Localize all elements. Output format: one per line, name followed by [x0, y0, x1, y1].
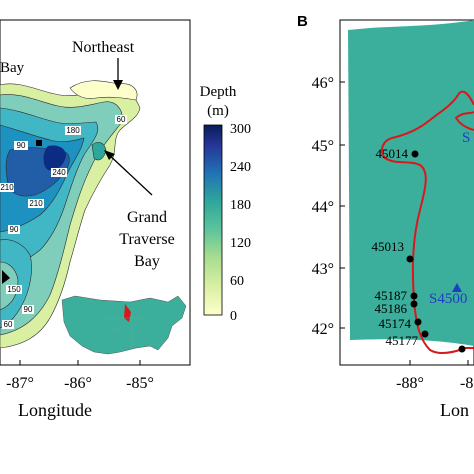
- station-dot: [414, 318, 422, 326]
- station-label: 45014: [376, 146, 409, 161]
- station-label: 45174: [379, 316, 412, 331]
- x-tick-label: -87°: [6, 375, 34, 392]
- panel-b-letter: B: [297, 13, 308, 30]
- contour-label: 150: [7, 285, 21, 294]
- northeast-arrowhead: [113, 80, 123, 90]
- contour-label: 180: [66, 126, 80, 135]
- station-label: 45186: [375, 301, 408, 316]
- lake-michigan-bathymetry: [0, 80, 141, 349]
- grand-traverse-label-1: Grand: [127, 209, 167, 226]
- contour-label: 210: [0, 183, 14, 192]
- grand-traverse-bay-inlet: [91, 141, 107, 161]
- colorbar-tick: 240: [230, 160, 251, 175]
- contour-label: 210: [29, 199, 43, 208]
- contour-label: 60: [117, 115, 126, 124]
- blue-station-label: S4500: [429, 291, 467, 307]
- station-dot: [406, 255, 414, 263]
- station-label: 45177: [386, 333, 419, 348]
- grand-traverse-arrowhead: [104, 150, 115, 160]
- panel-a-x-axis: -87° -86° -85° Longitude: [6, 360, 154, 420]
- grand-traverse-arrow: [105, 151, 153, 196]
- y-tick-label: 42°: [312, 321, 334, 338]
- station-dot: [411, 150, 419, 158]
- colorbar-tick: 60: [230, 274, 244, 289]
- panel-a: 90 180 210 240 60 90 150 90 210 60 Bay N…: [0, 19, 191, 420]
- x-axis-title: Longitude: [18, 400, 92, 420]
- colorbar-unit: (m): [207, 103, 229, 119]
- colorbar-tick: 0: [230, 309, 237, 324]
- us-outline: [61, 295, 187, 355]
- colorbar-tick: 120: [230, 236, 251, 251]
- y-tick-label: 44°: [312, 199, 334, 216]
- contour-label: 60: [4, 320, 13, 329]
- contour-label: 240: [52, 168, 66, 177]
- station-dot: [410, 300, 418, 308]
- depth-colorbar: Depth (m) 300 240 180 120 60 0: [200, 84, 251, 324]
- contour-label: 90: [10, 225, 19, 234]
- colorbar-title: Depth: [200, 84, 237, 100]
- station-dot: [421, 330, 429, 338]
- coast-segment: [454, 111, 474, 131]
- colorbar-gradient: [203, 124, 223, 316]
- panel-b-x-axis: -88° -87 Lon: [396, 360, 474, 420]
- buoy-stations: 45014 45013 45187 45186 45174 45177: [372, 146, 466, 353]
- x-axis-title: Lon: [440, 400, 469, 420]
- y-tick-label: 46°: [312, 75, 334, 92]
- lake-michigan-highlight: [124, 304, 131, 322]
- grand-traverse-label-3: Bay: [134, 253, 160, 270]
- y-tick-label: 43°: [312, 261, 334, 278]
- panel-b-y-axis: 46° 45° 44° 43° 42°: [312, 75, 345, 338]
- station-label: 45013: [372, 239, 405, 254]
- colorbar-tick: 300: [230, 122, 251, 137]
- x-tick-label: -87: [460, 375, 474, 392]
- station-dot: [458, 345, 466, 353]
- y-tick-label: 45°: [312, 138, 334, 155]
- station-marker: [2, 270, 10, 284]
- contour-labels: 90 180 210 240 60 90 150 90 210 60: [0, 115, 127, 329]
- contour-label: 90: [17, 141, 26, 150]
- x-tick-label: -85°: [126, 375, 154, 392]
- northeast-label: Northeast: [72, 39, 135, 56]
- station-label: 45187: [375, 288, 408, 303]
- model-mesh-domain: [348, 20, 474, 346]
- station-marker: [36, 140, 42, 146]
- blue-station-label: S: [462, 130, 470, 146]
- x-tick-label: -86°: [64, 375, 92, 392]
- bay-label: Bay: [0, 60, 25, 76]
- x-tick-label: -88°: [396, 375, 424, 392]
- us-inset-map: [61, 295, 187, 355]
- grand-traverse-label-2: Traverse: [119, 231, 174, 248]
- lake-michigan-coastline: [381, 90, 474, 355]
- depth-max: [43, 145, 66, 171]
- blue-station-marker: [452, 283, 462, 292]
- colorbar-tick: 180: [230, 198, 251, 213]
- contour-label: 90: [24, 305, 33, 314]
- panel-b: B 46° 45° 44° 43° 42° -88° -87 Lon: [297, 13, 474, 420]
- station-dot: [410, 292, 418, 300]
